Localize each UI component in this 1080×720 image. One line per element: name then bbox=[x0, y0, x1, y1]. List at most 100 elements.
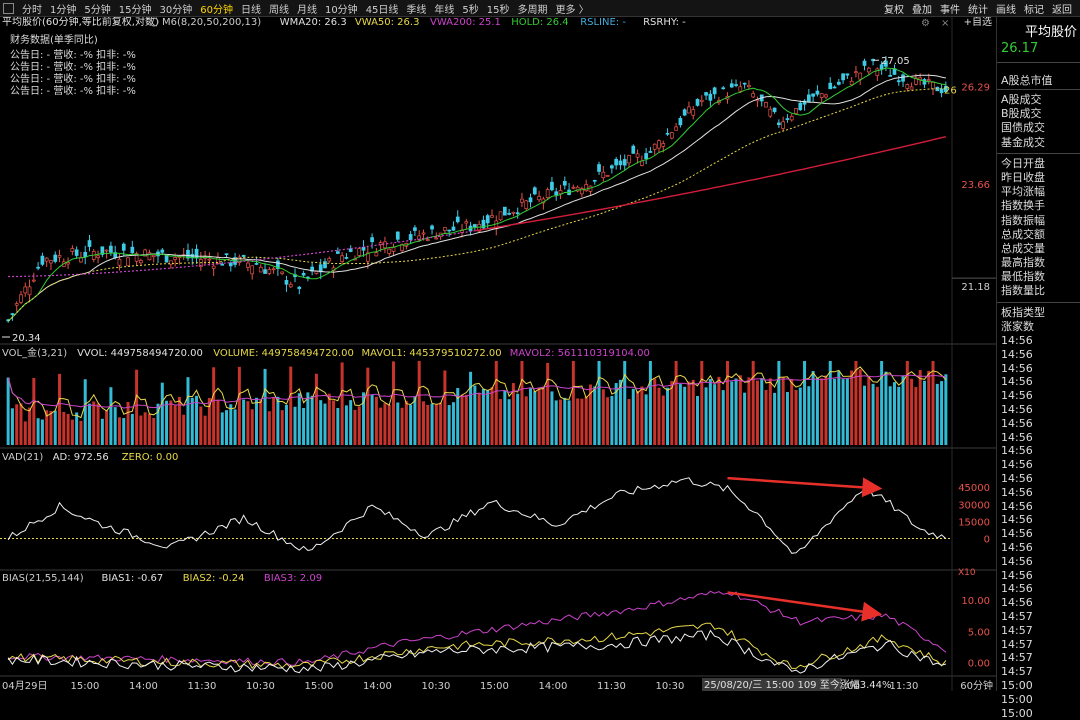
window-menu-icon[interactable] bbox=[3, 2, 14, 14]
timeframe-tab[interactable]: 45日线 bbox=[365, 4, 399, 16]
volume-bar bbox=[524, 396, 528, 445]
volume-bar bbox=[910, 378, 914, 445]
dropdown-icon bbox=[149, 17, 159, 27]
candle-body bbox=[430, 225, 434, 230]
candle-body bbox=[228, 262, 233, 267]
toolbar-button[interactable]: 标记 bbox=[1024, 4, 1044, 16]
vad-legend: ZERO: 0.00 bbox=[122, 452, 179, 463]
volume-bar bbox=[289, 366, 293, 445]
volume-bar bbox=[177, 396, 181, 445]
tick-time: 14:56 bbox=[1001, 568, 1033, 582]
timeframe-tab[interactable]: 分时 bbox=[22, 4, 42, 16]
volume-bar bbox=[430, 403, 434, 445]
time-axis-label: 14:00 bbox=[539, 681, 568, 691]
candle-body bbox=[237, 256, 242, 263]
candle-body bbox=[284, 280, 289, 285]
candle-body bbox=[575, 186, 580, 192]
volume-bar bbox=[96, 403, 100, 445]
volume-bar bbox=[520, 361, 524, 445]
low-price-label: 20.34 bbox=[12, 333, 41, 344]
volume-bar bbox=[648, 361, 652, 445]
candle-body bbox=[44, 257, 49, 262]
volume-bar bbox=[336, 407, 340, 445]
volume-bar bbox=[349, 400, 353, 445]
candle-body bbox=[340, 255, 344, 262]
volume-bar bbox=[45, 410, 49, 445]
timeframe-tab[interactable]: 年线 bbox=[434, 4, 455, 16]
volume-bar bbox=[597, 361, 601, 445]
toolbar-button[interactable]: 返回 bbox=[1052, 4, 1072, 16]
time-axis-label: 10:30 bbox=[656, 681, 685, 691]
toolbar-button[interactable]: 画线 bbox=[996, 4, 1016, 16]
volume-bar bbox=[824, 375, 828, 445]
candle-body bbox=[473, 224, 477, 227]
timeframe-tab[interactable]: 季线 bbox=[406, 4, 427, 16]
finance-row: 公告日: - 营收: -% 扣非: -% bbox=[10, 48, 136, 61]
volume-bar bbox=[460, 394, 464, 445]
volume-bar bbox=[297, 393, 301, 445]
candle-body bbox=[451, 226, 456, 231]
volume-bar bbox=[75, 412, 79, 445]
volume-bar bbox=[683, 386, 687, 445]
candle-body bbox=[687, 106, 691, 114]
timeframe-tab[interactable]: 多周期 bbox=[517, 4, 548, 16]
volume-bar bbox=[494, 361, 498, 445]
tick-time: 15:00 bbox=[1001, 706, 1033, 720]
toolbar-button[interactable]: 统计 bbox=[968, 4, 988, 16]
timeframe-tab[interactable]: 1分钟 bbox=[50, 4, 77, 16]
volume-bar bbox=[858, 369, 862, 445]
bias1-line bbox=[7, 629, 947, 674]
volume-bar bbox=[863, 385, 867, 445]
candle-body bbox=[207, 258, 212, 261]
tick-time: 14:56 bbox=[1001, 375, 1033, 389]
volume-bar bbox=[66, 413, 70, 445]
candle-body bbox=[520, 198, 524, 203]
volume-bar bbox=[165, 400, 169, 445]
volume-bar bbox=[387, 404, 391, 445]
candle-body bbox=[383, 241, 387, 249]
volume-bar bbox=[392, 361, 396, 445]
volume-bar bbox=[15, 404, 19, 445]
timeframe-tab[interactable]: 5分钟 bbox=[84, 4, 111, 16]
time-axis-label: 10:30 bbox=[246, 681, 275, 691]
candle-body bbox=[777, 122, 781, 126]
candle-body bbox=[502, 206, 507, 216]
candle-body bbox=[562, 181, 567, 186]
timeframe-tab[interactable]: 15分钟 bbox=[118, 4, 152, 16]
tick-time: 14:57 bbox=[1001, 665, 1033, 679]
stock-chart[interactable]: 平均股价(60分钟,等比前复权,对数) M6(8,20,50,200,13) WMA… bbox=[0, 17, 996, 691]
volume-bar bbox=[918, 369, 922, 445]
volume-bar bbox=[503, 390, 507, 445]
toolbar-button[interactable]: 复权 bbox=[884, 4, 904, 16]
add-watchlist-button[interactable]: +自选 bbox=[964, 17, 992, 28]
timeframe-tab[interactable]: 5秒 bbox=[462, 4, 479, 16]
toolbar-button[interactable]: 事件 bbox=[940, 4, 960, 16]
candle-body bbox=[811, 93, 815, 97]
timeframe-tab[interactable]: 30分钟 bbox=[159, 4, 193, 16]
volume-bar bbox=[40, 419, 44, 445]
volume-bar bbox=[246, 401, 250, 445]
timeframe-tab[interactable]: 月线 bbox=[296, 4, 317, 16]
volume-bar bbox=[143, 412, 147, 445]
candle-body bbox=[263, 269, 267, 274]
tick-time: 14:57 bbox=[1001, 623, 1033, 637]
candle-body bbox=[631, 145, 636, 154]
timeframe-tab[interactable]: 10分钟 bbox=[324, 4, 358, 16]
volume-bar bbox=[302, 408, 306, 445]
candle-body bbox=[408, 234, 413, 241]
candle-body bbox=[297, 286, 302, 289]
timeframe-tab[interactable]: 周线 bbox=[268, 4, 289, 16]
volume-bar bbox=[314, 373, 318, 445]
volume-legend: MAVOL2: 561110319104.00 bbox=[510, 348, 650, 359]
volume-bar bbox=[250, 409, 254, 445]
timeframe-tab[interactable]: 15秒 bbox=[486, 4, 510, 16]
volume-bar bbox=[888, 386, 892, 445]
candle-body bbox=[23, 286, 28, 294]
volume-bar bbox=[156, 403, 160, 445]
timeframe-tab[interactable]: 60分钟 bbox=[200, 4, 233, 16]
candle-body bbox=[335, 251, 340, 254]
timeframe-tab[interactable]: 日线 bbox=[240, 4, 261, 16]
timeframe-tab[interactable]: 更多 〉 bbox=[555, 4, 589, 16]
candle-body bbox=[622, 159, 627, 166]
toolbar-button[interactable]: 叠加 bbox=[912, 4, 932, 16]
